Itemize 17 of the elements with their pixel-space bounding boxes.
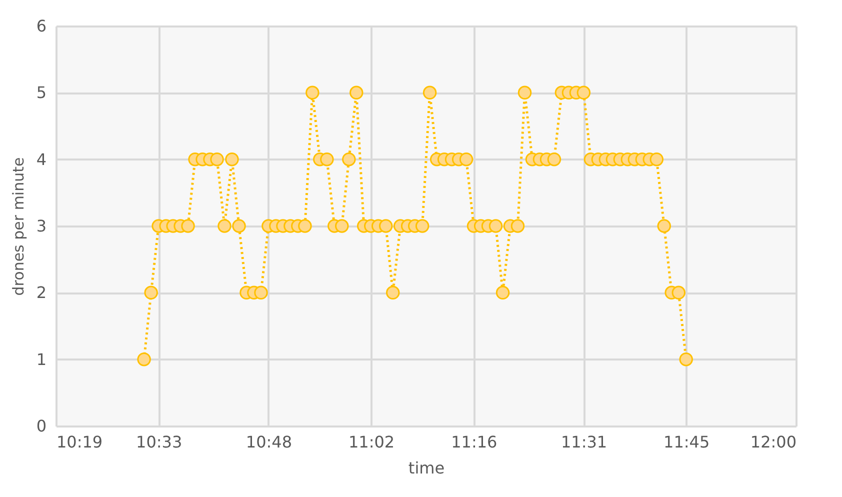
- x-tick-label: 10:48: [246, 432, 292, 452]
- x-tick-label: 11:31: [560, 432, 608, 452]
- x-tick-label: 11:02: [348, 432, 395, 452]
- y-tick-label: 2: [36, 283, 46, 302]
- x-tick-label: 11:16: [451, 432, 498, 452]
- y-axis-title: drones per minute: [9, 157, 28, 296]
- y-tick-label: 5: [36, 83, 46, 102]
- y-tick-label: 3: [36, 216, 46, 236]
- y-tick-label: 6: [36, 16, 46, 36]
- y-tick-label: 0: [36, 416, 46, 436]
- x-tick-label: 10:33: [136, 432, 182, 452]
- x-tick-label: 10:19: [56, 432, 103, 452]
- x-tick-label: 12:00: [750, 432, 796, 452]
- y-tick-label: 1: [36, 350, 46, 369]
- y-tick-label: 4: [36, 150, 46, 169]
- x-axis-title: time: [408, 458, 445, 478]
- x-tick-label: 11:45: [664, 432, 710, 452]
